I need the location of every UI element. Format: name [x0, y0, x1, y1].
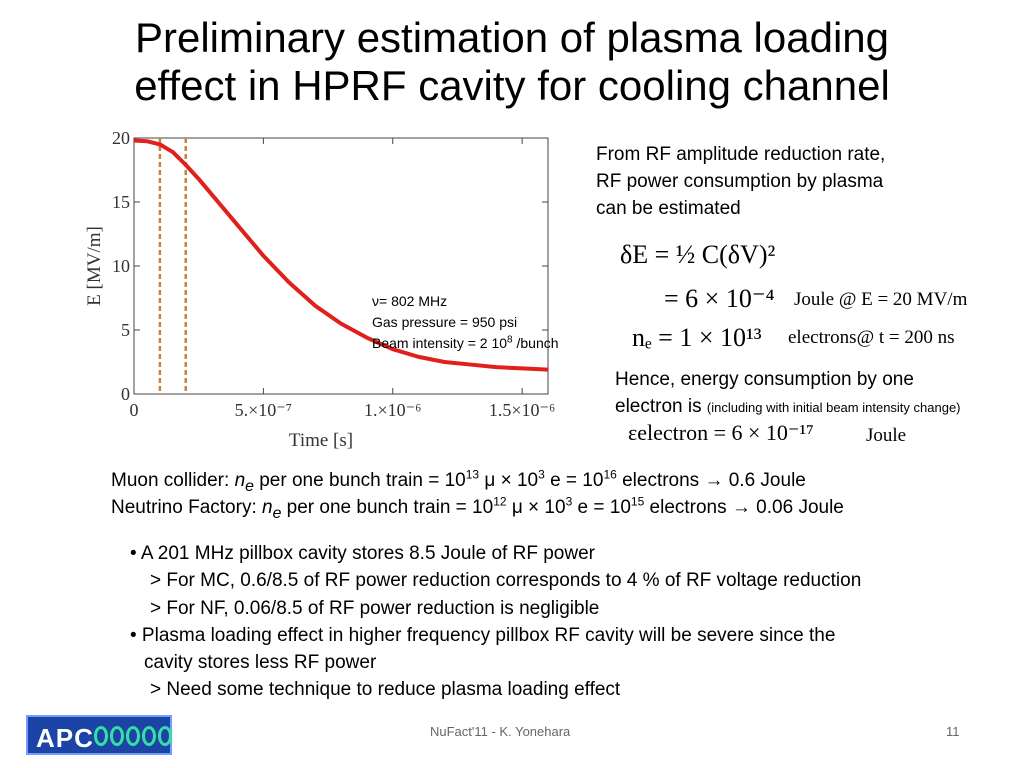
nf-text-b: per one bunch train = 10	[281, 497, 494, 518]
eq-epsilon: εelectron = 6 × 10⁻¹⁷	[628, 420, 814, 445]
y-tick-label: 5	[121, 320, 130, 340]
nf-label: Neutrino Factory:	[111, 497, 262, 518]
field-decay-chart: 0 5 10 15 20 0 5.×10⁻⁷ 1.×10⁻⁶ 1.5×10⁻⁶ Time [s] E…	[78, 126, 578, 456]
bullet-list: • A 201 MHz pillbox cavity stores 8.5 Jo…	[130, 540, 861, 704]
page-number: 11	[946, 724, 960, 739]
title-line-1: Preliminary estimation of plasma loading	[134, 14, 889, 61]
eq-delta-e: δE = ½ C(δV)²	[620, 240, 776, 269]
eq-energy-unit: Joule @ E = 20 MV/m	[794, 289, 968, 310]
bullet-2-sub-a: > Need some technique to reduce plasma l…	[150, 679, 621, 701]
nf-sub-e: e	[272, 504, 282, 522]
muon-collider-line: Muon collider: ne per one bunch train = …	[111, 467, 806, 500]
x-tick-label: 5.×10⁻⁷	[235, 400, 292, 420]
chart-svg: 0 5 10 15 20 0 5.×10⁻⁷ 1.×10⁻⁶ 1.5×10⁻⁶ Time [s] E…	[84, 128, 555, 451]
apc-logo: APC	[26, 715, 172, 755]
y-tick-label: 20	[112, 128, 130, 148]
mc-text-d: e = 10	[544, 470, 604, 491]
mc-text-b: per one bunch train = 10	[253, 470, 466, 491]
neutrino-factory-line: Neutrino Factory: ne per one bunch train…	[111, 494, 844, 527]
bullet-2-cont: cavity stores less RF power	[144, 652, 377, 674]
y-tick-label: 10	[112, 256, 130, 276]
mc-exp1: 13	[465, 467, 480, 482]
mc-exp2: 3	[538, 467, 545, 482]
annotation-pressure: Gas pressure = 950 psi	[372, 314, 518, 330]
logo-ring-2	[110, 726, 124, 746]
mc-text-c: μ × 10	[479, 470, 539, 491]
mc-sub-e: e	[245, 477, 254, 495]
nf-text-f: electrons → 0.06 Joule	[644, 497, 844, 518]
plot-frame	[133, 137, 549, 395]
mc-text-f: electrons → 0.6 Joule	[616, 470, 806, 491]
nf-exp2: 3	[565, 494, 573, 509]
eq-electron-count: nₑ = 1 × 10¹³	[632, 323, 762, 352]
hence-line-2-text: electron is	[615, 396, 707, 417]
hence-text: Hence, energy consumption by one electro…	[615, 366, 961, 421]
bullet-1-sub-b: > For NF, 0.06/8.5 of RF power reduction…	[150, 597, 600, 619]
chart-annotation: ν= 802 MHz Gas pressure = 950 psi Beam i…	[372, 291, 559, 354]
x-axis-label: Time [s]	[289, 430, 353, 451]
nf-exp1: 12	[493, 494, 507, 509]
bullet-1: • A 201 MHz pillbox cavity stores 8.5 Jo…	[130, 543, 595, 564]
intro-line-3: can be estimated	[596, 198, 741, 219]
nf-text-c: μ × 10	[506, 497, 566, 518]
annotation-beam: Beam intensity = 2 108 /bunch	[372, 333, 559, 354]
logo-text: APC	[36, 723, 94, 753]
mc-exp3: 16	[603, 467, 617, 482]
logo-ring-5	[158, 726, 172, 746]
y-axis-label: E [MV/m]	[84, 226, 105, 306]
hence-line-2: electron is (including with initial beam…	[615, 393, 961, 421]
logo-ring-4	[142, 726, 156, 746]
footer-credit: NuFact'11 - K. Yonehara	[430, 724, 571, 739]
nf-text-d: e = 10	[572, 497, 631, 518]
x-tick-label: 0	[130, 400, 139, 420]
beam-prefix: Beam intensity = 2 10	[372, 335, 508, 351]
title-line-2: effect in HPRF cavity for cooling channe…	[134, 62, 890, 109]
intro-line-1: From RF amplitude reduction rate,	[596, 144, 886, 165]
logo-ring-3	[126, 726, 140, 746]
bullet-1-sub-a: > For MC, 0.6/8.5 of RF power reduction …	[150, 570, 862, 592]
nf-exp3: 15	[630, 494, 645, 509]
hence-note: (including with initial beam intensity c…	[706, 400, 961, 415]
x-tick-label: 1.×10⁻⁶	[364, 400, 421, 420]
eq-energy-value: = 6 × 10⁻⁴	[664, 284, 775, 313]
x-tick-label: 1.5×10⁻⁶	[489, 400, 555, 420]
bullet-2: • Plasma loading effect in higher freque…	[130, 624, 836, 646]
intro-line-2: RF power consumption by plasma	[596, 171, 884, 192]
intro-text: From RF amplitude reduction rate, RF pow…	[596, 141, 885, 222]
eq-epsilon-unit: Joule	[866, 425, 907, 446]
hence-line-1: Hence, energy consumption by one	[615, 369, 914, 390]
beam-exp: 8	[507, 334, 513, 346]
nf-n: n	[262, 497, 273, 518]
eq-electron-unit: electrons@ t = 200 ns	[788, 327, 955, 348]
series-line-e	[133, 138, 549, 372]
annotation-frequency: ν= 802 MHz	[372, 293, 448, 309]
mc-label: Muon collider:	[111, 470, 235, 491]
y-tick-label: 15	[112, 192, 130, 212]
mc-n: n	[234, 470, 246, 491]
logo-ring-1	[94, 726, 108, 746]
y-tick-label: 0	[121, 384, 130, 404]
slide-title: Preliminary estimation of plasma loading…	[0, 14, 1024, 110]
beam-suffix: /bunch	[512, 335, 559, 351]
